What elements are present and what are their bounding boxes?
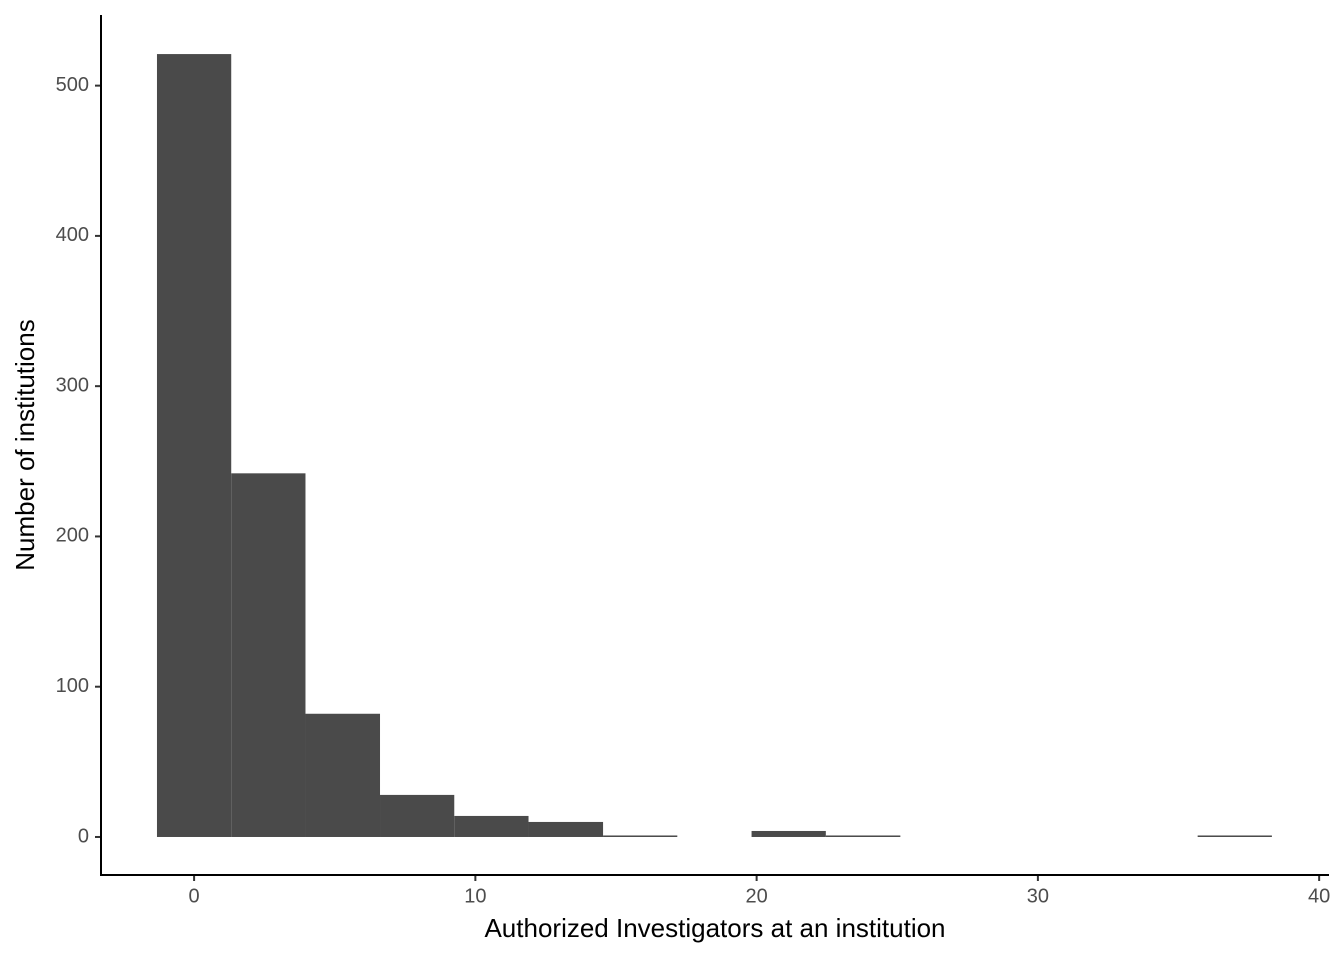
y-tick-label: 300: [56, 374, 89, 396]
bar: [380, 794, 455, 837]
bar: [528, 821, 604, 837]
x-axis-title: Authorized Investigators at an instituti…: [484, 913, 945, 943]
bar: [603, 835, 678, 837]
y-tick-label: 100: [56, 675, 89, 697]
bar: [156, 54, 232, 837]
y-tick-label: 0: [78, 825, 89, 847]
x-tick-label: 40: [1308, 885, 1330, 907]
y-tick-label: 200: [56, 525, 89, 547]
bar: [454, 815, 529, 837]
bar: [751, 830, 826, 837]
x-tick-label: 0: [189, 885, 200, 907]
y-axis-title: Number of institutions: [10, 319, 40, 570]
y-tick-label: 500: [56, 74, 89, 96]
x-tick-label: 10: [464, 885, 486, 907]
y-tick-label: 400: [56, 224, 89, 246]
bar: [305, 713, 381, 837]
bar: [231, 473, 306, 837]
x-tick-label: 30: [1027, 885, 1049, 907]
bar: [1197, 835, 1272, 837]
x-tick-label: 20: [746, 885, 768, 907]
bar: [825, 835, 901, 837]
